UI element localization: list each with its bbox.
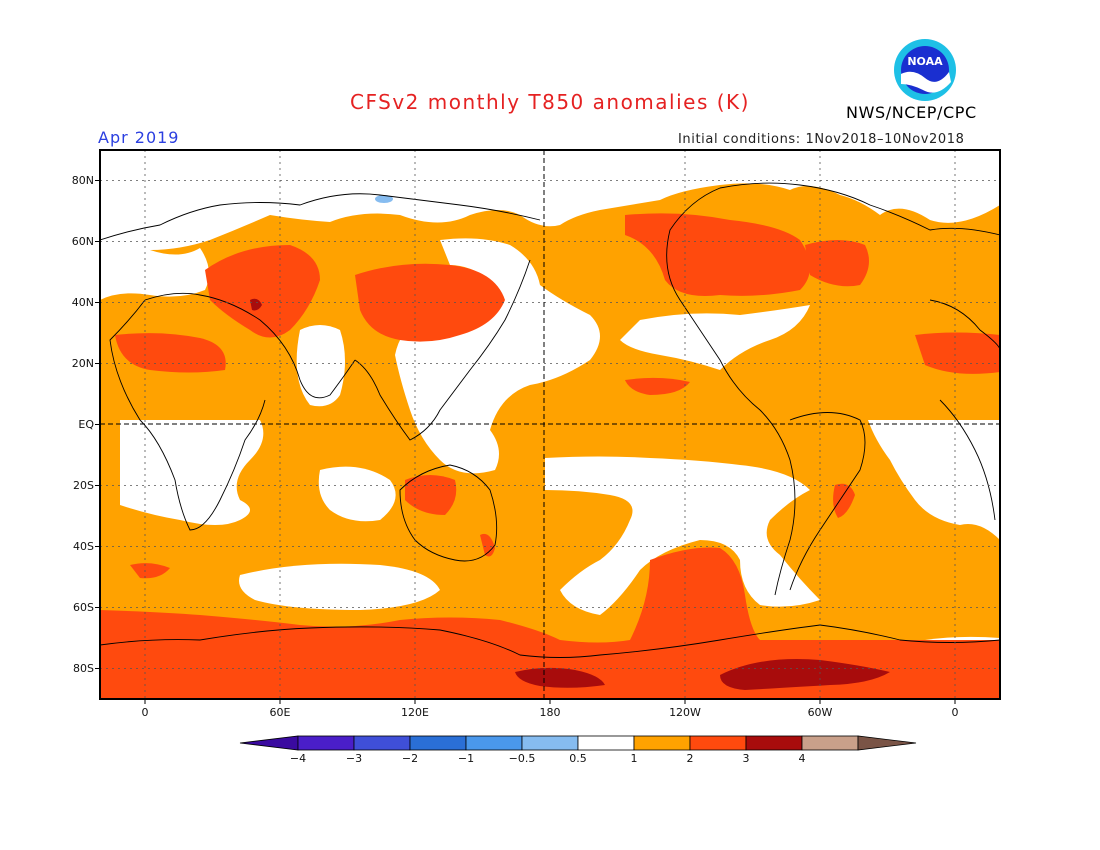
lat-label: 20S bbox=[73, 478, 94, 492]
noaa-logo-icon: NOAA bbox=[894, 39, 956, 101]
lat-label: EQ bbox=[78, 417, 94, 431]
coastlines bbox=[100, 182, 1000, 658]
lat-label: 20N bbox=[71, 356, 94, 370]
colorbar-bin bbox=[745, 735, 803, 751]
lon-label: 120E bbox=[401, 706, 429, 719]
lon-label: 60W bbox=[807, 706, 833, 719]
lat-label: 40S bbox=[73, 539, 94, 553]
colorbar-tick-label: −3 bbox=[345, 752, 363, 765]
colorbar-bin bbox=[633, 735, 691, 751]
colorbar-bin bbox=[409, 735, 467, 751]
lon-label: 0 bbox=[141, 706, 149, 719]
colorbar-tick-label: 3 bbox=[742, 752, 750, 765]
cool-anomaly-region bbox=[375, 195, 393, 203]
warm-level-3-regions bbox=[250, 298, 890, 690]
lat-label: 80S bbox=[73, 661, 94, 675]
colorbar-tick-label: 0.5 bbox=[569, 752, 587, 765]
colorbar-tick-label: −1 bbox=[457, 752, 475, 765]
colorbar-bin bbox=[801, 735, 859, 751]
colorbar-bin bbox=[297, 735, 355, 751]
lon-label: 60E bbox=[269, 706, 291, 719]
valid-month: Apr 2019 bbox=[98, 128, 180, 147]
lon-label: 120W bbox=[669, 706, 701, 719]
colorbar-tick-label: 1 bbox=[630, 752, 638, 765]
neutral-regions bbox=[100, 150, 1000, 668]
colorbar-tick-label: −4 bbox=[289, 752, 307, 765]
initial-conditions: Initial conditions: 1Nov2018–10Nov2018 bbox=[678, 132, 965, 147]
colorbar-tick-label: 2 bbox=[686, 752, 694, 765]
logo-text: NOAA bbox=[907, 55, 943, 68]
lon-label: 0 bbox=[951, 706, 959, 719]
colorbar-high-arrow bbox=[857, 735, 917, 751]
colorbar-bin bbox=[689, 735, 747, 751]
colorbar-bin bbox=[577, 735, 635, 751]
lat-label: 60S bbox=[73, 600, 94, 614]
lat-label: 60N bbox=[71, 234, 94, 248]
colorbar-bin bbox=[521, 735, 579, 751]
lat-label: 80N bbox=[71, 173, 94, 187]
colorbar-bin bbox=[465, 735, 523, 751]
colorbar-bin bbox=[353, 735, 411, 751]
lat-label: 40N bbox=[71, 295, 94, 309]
colorbar-low-arrow bbox=[239, 735, 299, 751]
colorbar-tick-label: 4 bbox=[798, 752, 806, 765]
lon-label: 180 bbox=[539, 706, 561, 719]
agency-label: NWS/NCEP/CPC bbox=[846, 103, 977, 122]
colorbar-tick-label: −0.5 bbox=[508, 752, 536, 765]
axis-ticks bbox=[95, 180, 956, 704]
colorbar-tick-label: −2 bbox=[401, 752, 419, 765]
chart-title: CFSv2 monthly T850 anomalies (K) bbox=[350, 90, 750, 114]
graticule bbox=[100, 150, 1000, 699]
